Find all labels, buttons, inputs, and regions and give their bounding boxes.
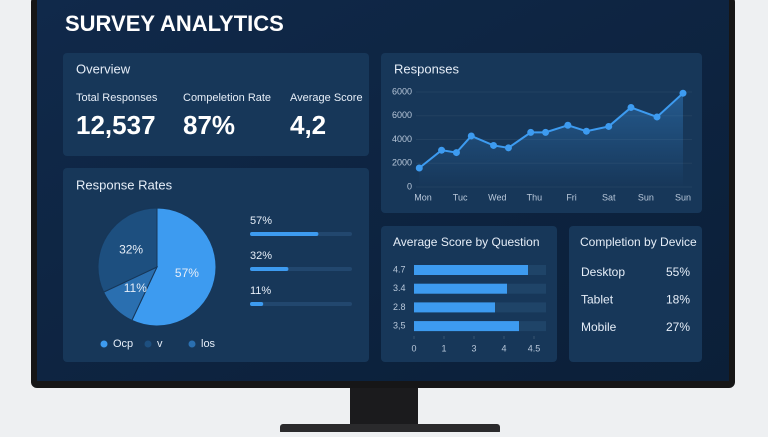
slice-label: 11% xyxy=(124,281,147,295)
x-tick-label: Mon xyxy=(414,192,432,202)
panel-title: Response Rates xyxy=(76,177,173,192)
category-label: 2.8 xyxy=(393,302,406,312)
x-tick-label: Fri xyxy=(566,192,577,202)
category-label: 3,5 xyxy=(393,320,406,330)
rate-bar xyxy=(250,232,319,236)
monitor-base xyxy=(280,424,500,434)
monitor-neck xyxy=(350,386,418,428)
x-tick-label: 4 xyxy=(501,343,506,353)
overview-panel xyxy=(63,53,369,156)
rate-label: 57% xyxy=(250,215,272,227)
x-tick-label: Wed xyxy=(488,192,506,202)
x-tick-label: Sun xyxy=(675,192,691,202)
metric-value: 87% xyxy=(183,110,235,140)
point xyxy=(627,103,635,111)
point xyxy=(679,89,687,97)
device-panel xyxy=(569,226,702,362)
bar xyxy=(414,265,528,275)
pie-slice xyxy=(97,207,158,293)
y-tick-label: 2000 xyxy=(392,158,412,168)
bar xyxy=(414,302,495,313)
metric-label: Average Score xyxy=(290,92,363,104)
point xyxy=(527,128,535,136)
rate-track xyxy=(250,302,352,306)
category-label: 3.4 xyxy=(393,283,406,293)
x-tick-label: 4.5 xyxy=(528,343,541,353)
rate-label: 32% xyxy=(250,250,272,262)
x-tick-label: 1 xyxy=(441,343,446,353)
point xyxy=(582,127,590,135)
panel-title: Overview xyxy=(76,61,131,76)
metric-label: Total Responses xyxy=(76,92,158,104)
x-tick-label: 0 xyxy=(411,343,416,353)
point xyxy=(452,149,460,157)
panel-title: Responses xyxy=(394,61,460,76)
point xyxy=(467,132,475,140)
y-tick-label: 6000 xyxy=(392,86,412,96)
metric-label: Compeletion Rate xyxy=(183,92,271,104)
x-tick-label: Thu xyxy=(527,192,543,202)
metric-value: 4,2 xyxy=(290,110,326,140)
legend-label: Ocp xyxy=(113,338,133,350)
legend-swatch xyxy=(144,340,152,348)
slice-label: 32% xyxy=(119,243,143,257)
line-area xyxy=(419,93,683,187)
legend-swatch xyxy=(188,340,196,348)
panel-title: Completion by Device xyxy=(580,235,697,249)
bar xyxy=(414,321,519,332)
y-tick-label: 6000 xyxy=(392,110,412,120)
device-name: Mobile xyxy=(581,320,617,334)
point xyxy=(542,128,550,136)
device-name: Tablet xyxy=(581,293,614,307)
point xyxy=(504,144,512,152)
device-name: Desktop xyxy=(581,265,625,279)
point xyxy=(564,121,572,129)
device-value: 27% xyxy=(666,320,690,334)
bar xyxy=(414,283,507,294)
point xyxy=(415,164,423,172)
x-tick-label: Sat xyxy=(602,192,616,202)
rate-label: 11% xyxy=(250,285,271,297)
point xyxy=(438,146,446,154)
dashboard-title: SURVEY ANALYTICS xyxy=(65,11,284,36)
point xyxy=(653,113,661,121)
y-tick-label: 0 xyxy=(407,181,412,191)
line xyxy=(418,92,684,169)
x-tick-label: 3 xyxy=(471,343,476,353)
legend-label: los xyxy=(201,338,216,350)
point xyxy=(605,122,613,130)
y-tick-label: 4000 xyxy=(392,134,412,144)
category-label: 4.7 xyxy=(393,264,406,274)
point xyxy=(490,141,498,149)
x-tick-label: Tuc xyxy=(453,192,468,202)
legend-swatch xyxy=(100,340,108,348)
device-value: 55% xyxy=(666,265,690,279)
slice-label: 57% xyxy=(175,266,199,280)
pie-slice xyxy=(131,207,217,327)
metric-value: 12,537 xyxy=(76,110,156,140)
legend-label: v xyxy=(157,338,163,350)
x-tick-label: Sun xyxy=(638,192,654,202)
panel-title: Average Score by Question xyxy=(393,235,540,249)
rate-bar xyxy=(250,267,289,271)
device-value: 18% xyxy=(666,293,690,307)
rate-bar xyxy=(250,302,264,306)
